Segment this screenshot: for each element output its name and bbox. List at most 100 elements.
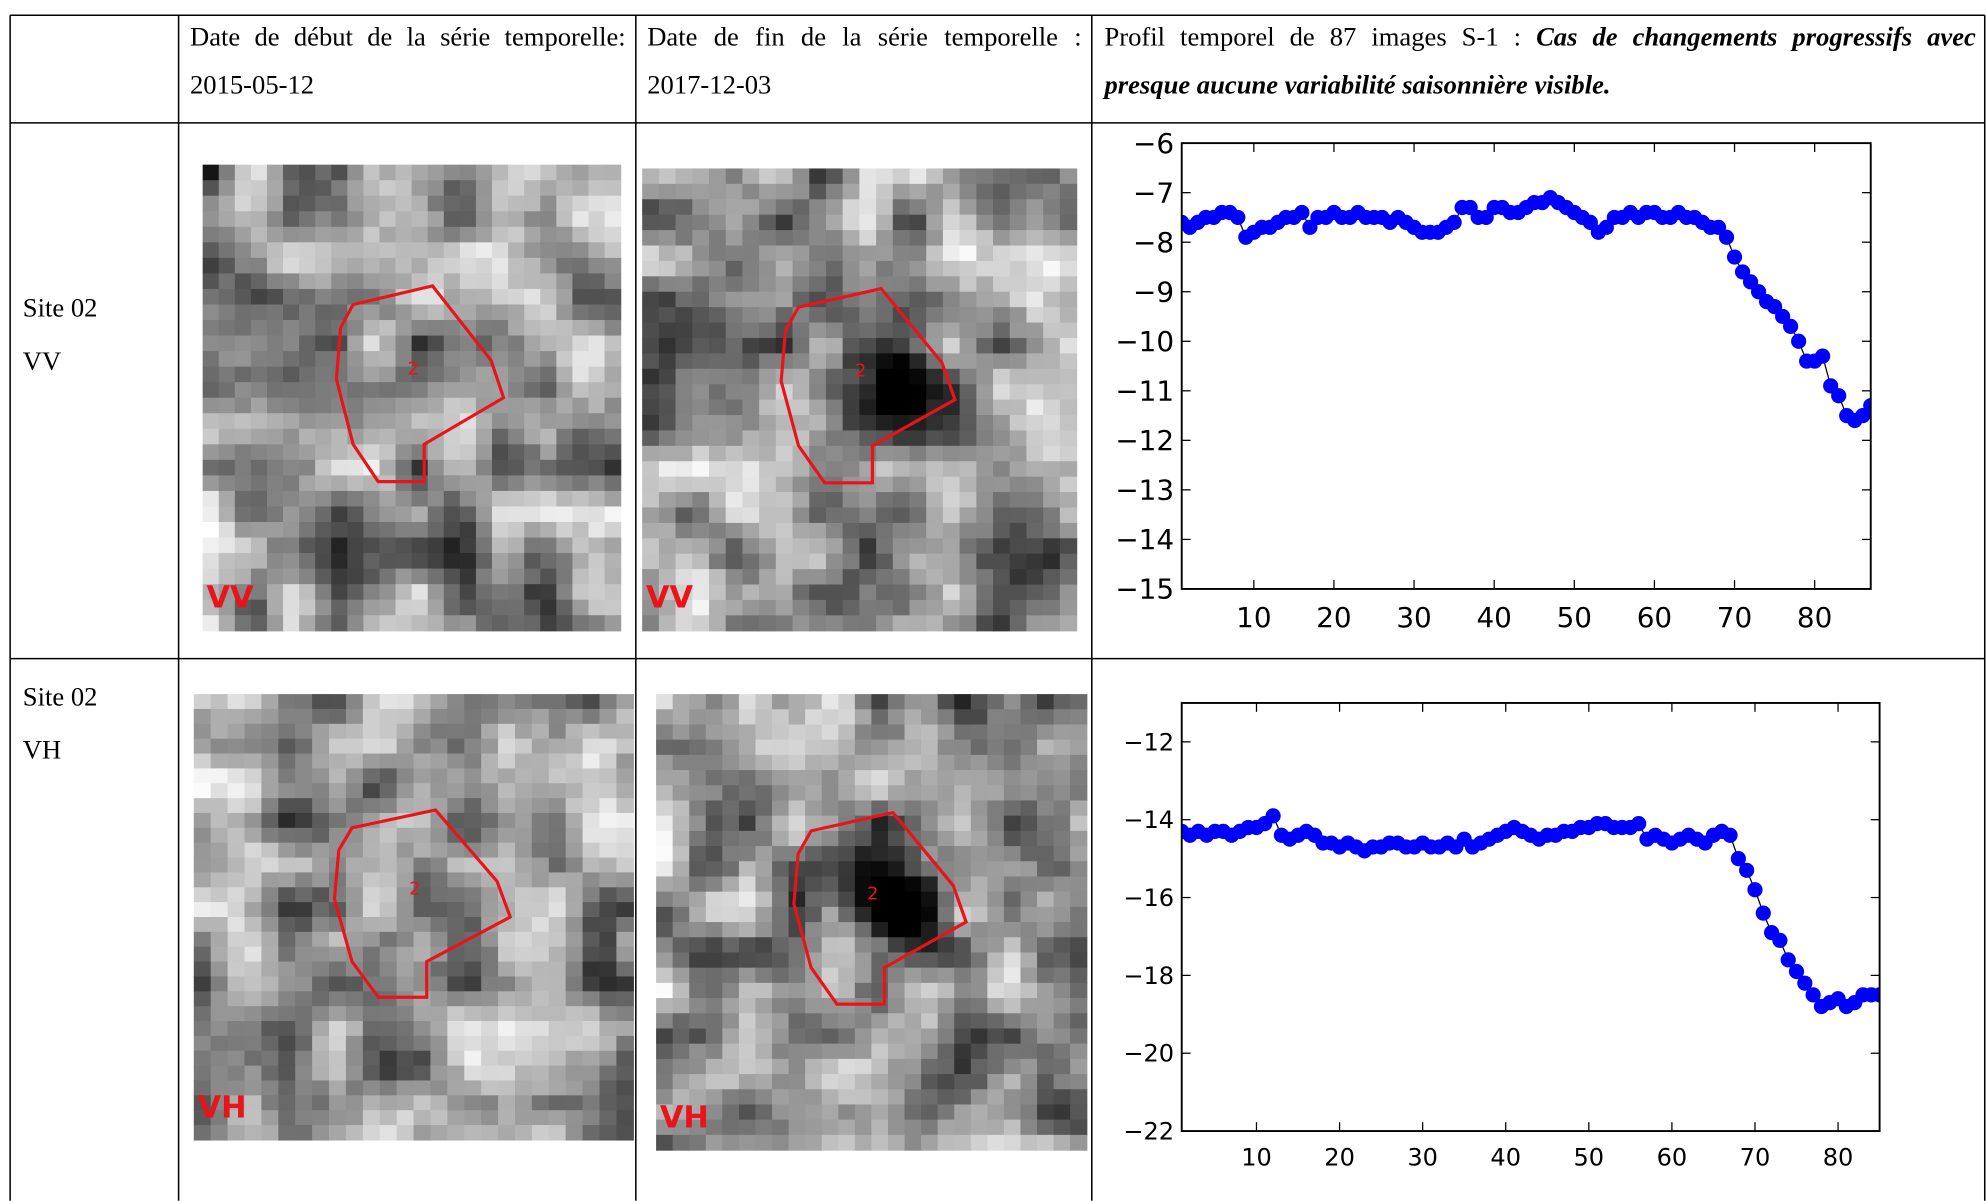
image-pixel [725,507,744,524]
image-pixel [722,876,740,893]
y-tick-label: −11 [1115,375,1174,408]
image-pixel [588,366,606,383]
image-pixel [227,991,246,1007]
x-tick-label: 40 [1490,1143,1521,1171]
image-pixel [759,368,777,385]
image-pixel [498,1006,516,1022]
image-pixel [492,288,509,306]
image-pixel [738,1074,757,1090]
image-pixel [1026,569,1044,586]
image-pixel [234,257,252,275]
image-pixel [548,753,567,770]
image-pixel [604,490,622,508]
image-pixel [556,397,574,414]
image-pixel [599,842,618,859]
image-pixel [987,982,1005,999]
image-pixel [788,1013,806,1030]
image-pixel [604,599,622,616]
image-pixel [871,861,889,878]
image-pixel [588,584,606,601]
image-pixel [347,397,365,414]
image-pixel [772,876,790,893]
image-pixel [508,335,525,352]
image-pixel [909,507,927,524]
image-pixel [514,1080,533,1096]
image-pixel [871,1043,889,1060]
image-pixel [379,976,398,992]
image-pixel [959,399,977,416]
image-pixel [970,1074,988,1090]
image-pixel [582,798,601,814]
image-pixel [976,245,994,262]
image-pixel [345,917,364,933]
image-pixel [261,708,279,725]
image-pixel [809,599,827,616]
image-pixel [993,230,1011,247]
image-pixel [295,723,313,740]
image-pixel [921,982,939,999]
data-point [1726,249,1743,265]
image-pixel [347,382,365,399]
image-pixel [1003,998,1022,1014]
image-pixel [524,180,541,197]
image-pixel [658,430,677,447]
image-pixel [266,490,284,508]
image-pixel [892,168,911,185]
image-pixel [411,242,429,259]
image-pixel [508,490,525,508]
image-pixel [329,976,347,992]
image-pixel [725,461,744,478]
image-pixel [1020,815,1038,832]
image-pixel [531,917,550,933]
image-pixel [616,1080,634,1096]
image-pixel [1070,876,1088,893]
image-pixel [531,976,550,992]
image-pixel [959,214,977,231]
image-pixel [464,753,482,770]
image-pixel [656,861,674,878]
image-pixel [1070,694,1088,710]
image-pixel [475,553,493,570]
image-pixel [742,445,760,462]
image-pixel [689,982,707,999]
image-pixel [658,291,677,308]
image-pixel [708,368,727,385]
y-tick-label: −7 [1133,176,1174,209]
image-pixel [411,413,429,430]
image-pixel [443,397,461,414]
image-pixel [459,475,477,492]
image-pixel [447,1095,465,1111]
image-pixel [1059,492,1078,509]
image-pixel [805,937,823,954]
image-pixel [299,211,316,228]
image-pixel [616,1065,634,1082]
image-pixel [708,260,727,277]
image-pixel [244,798,263,814]
image-pixel [675,276,693,293]
image-pixel [481,887,499,903]
image-pixel [498,753,516,770]
image-pixel [315,444,332,461]
image-pixel [283,211,300,228]
image-pixel [993,522,1011,539]
image-pixel [705,724,723,741]
image-pixel [1059,584,1078,601]
image-pixel [722,937,740,954]
image-pixel [705,830,723,847]
image-pixel [329,694,347,710]
image-pixel [859,368,877,385]
image-pixel [1020,1119,1038,1136]
image-pixel [970,770,988,786]
image-pixel [599,798,618,814]
image-pixel [675,476,693,493]
image-pixel [261,917,279,933]
image-pixel [1020,785,1038,802]
image-pixel [821,800,839,817]
image-pixel [362,723,381,740]
image-pixel [492,459,509,477]
image-pixel [859,307,877,324]
image-pixel [299,397,316,414]
image-pixel [642,307,660,324]
image-pixel [755,1089,773,1106]
image-pixel [854,709,873,726]
